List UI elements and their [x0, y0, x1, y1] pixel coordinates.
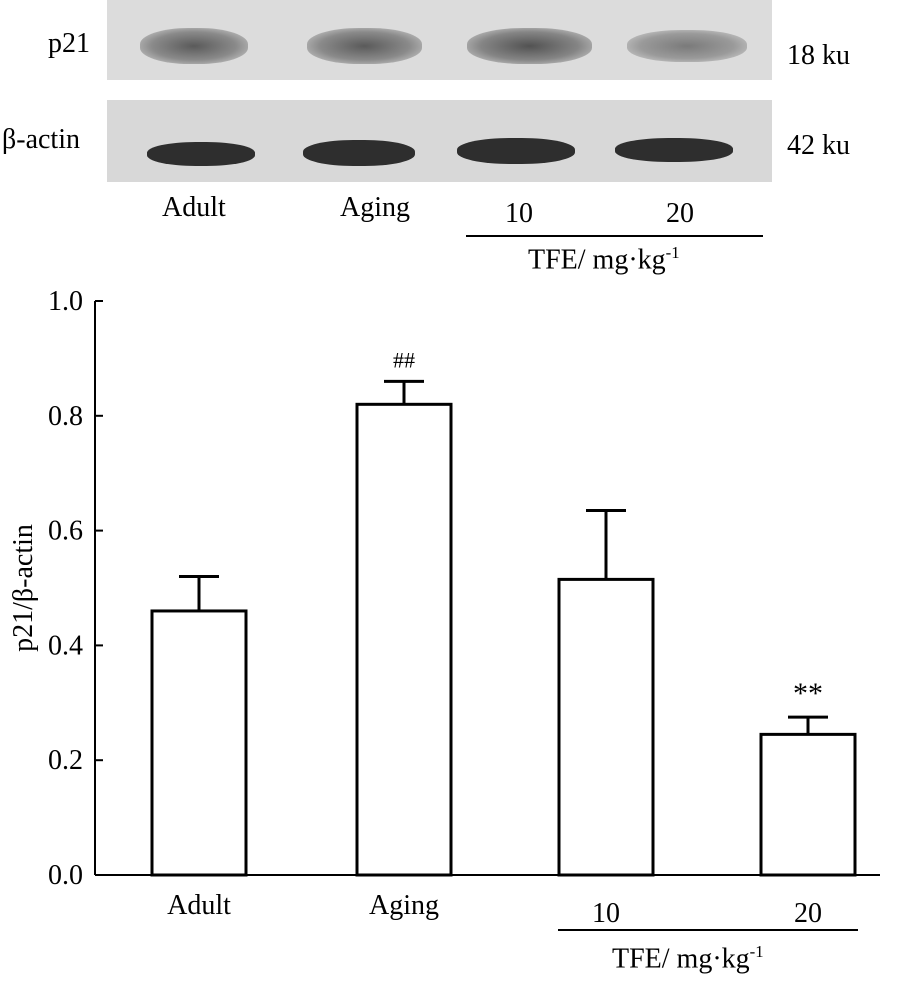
blot-lane-label-10: 10	[505, 198, 533, 229]
blot-group-label: TFE/ mg·kg-1	[528, 243, 680, 276]
chart-group-label-sup: -1	[749, 942, 764, 961]
x-tick-label-1: Aging	[369, 890, 439, 921]
y-axis-label: p21/β-actin	[8, 524, 39, 652]
x-tick-label-3: 20	[794, 898, 822, 929]
blot-row-label-beta-actin: β-actin	[2, 124, 80, 155]
blot-band-actin-aging	[303, 140, 415, 166]
bar-annotation-3: **	[793, 677, 823, 710]
blot-band-actin-10	[457, 138, 575, 164]
chart-group-underline	[558, 929, 858, 931]
blot-lane-label-20: 20	[666, 198, 694, 229]
blot-strip-beta-actin	[107, 100, 772, 182]
y-tick-label-1: 0.2	[48, 745, 83, 776]
y-tick-label-0: 0.0	[48, 860, 83, 891]
y-tick-label-2: 0.4	[48, 630, 83, 661]
blot-size-p21: 18 ku	[787, 40, 850, 71]
y-tick-label-4: 0.8	[48, 401, 83, 432]
blot-group-label-text: TFE/ mg·kg	[528, 244, 666, 276]
blot-band-actin-adult	[147, 142, 255, 166]
x-tick-label-2: 10	[592, 898, 620, 929]
blot-band-p21-adult	[140, 28, 248, 64]
x-tick-label-0: Adult	[167, 890, 231, 921]
y-tick-label-5: 1.0	[48, 286, 83, 317]
blot-group-underline	[466, 235, 763, 237]
blot-band-p21-10	[467, 28, 592, 64]
bar-2	[557, 577, 655, 877]
blot-band-p21-20	[627, 30, 747, 62]
bar-3	[759, 732, 857, 877]
blot-size-beta-actin: 42 ku	[787, 130, 850, 161]
chart-group-label-text: TFE/ mg·kg	[612, 943, 750, 975]
bar-0	[150, 609, 248, 877]
blot-lane-label-aging: Aging	[340, 192, 410, 223]
bar-annotation-1: ##	[393, 347, 415, 372]
blot-strip-p21	[107, 0, 772, 80]
blot-row-label-p21: p21	[48, 28, 90, 59]
bar-1	[355, 402, 453, 877]
blot-lane-label-adult: Adult	[162, 192, 226, 223]
blot-group-label-sup: -1	[665, 243, 680, 262]
blot-band-p21-aging	[307, 28, 422, 64]
blot-band-actin-20	[615, 138, 733, 162]
y-tick-label-3: 0.6	[48, 516, 83, 547]
chart-group-label: TFE/ mg·kg-1	[612, 942, 764, 975]
